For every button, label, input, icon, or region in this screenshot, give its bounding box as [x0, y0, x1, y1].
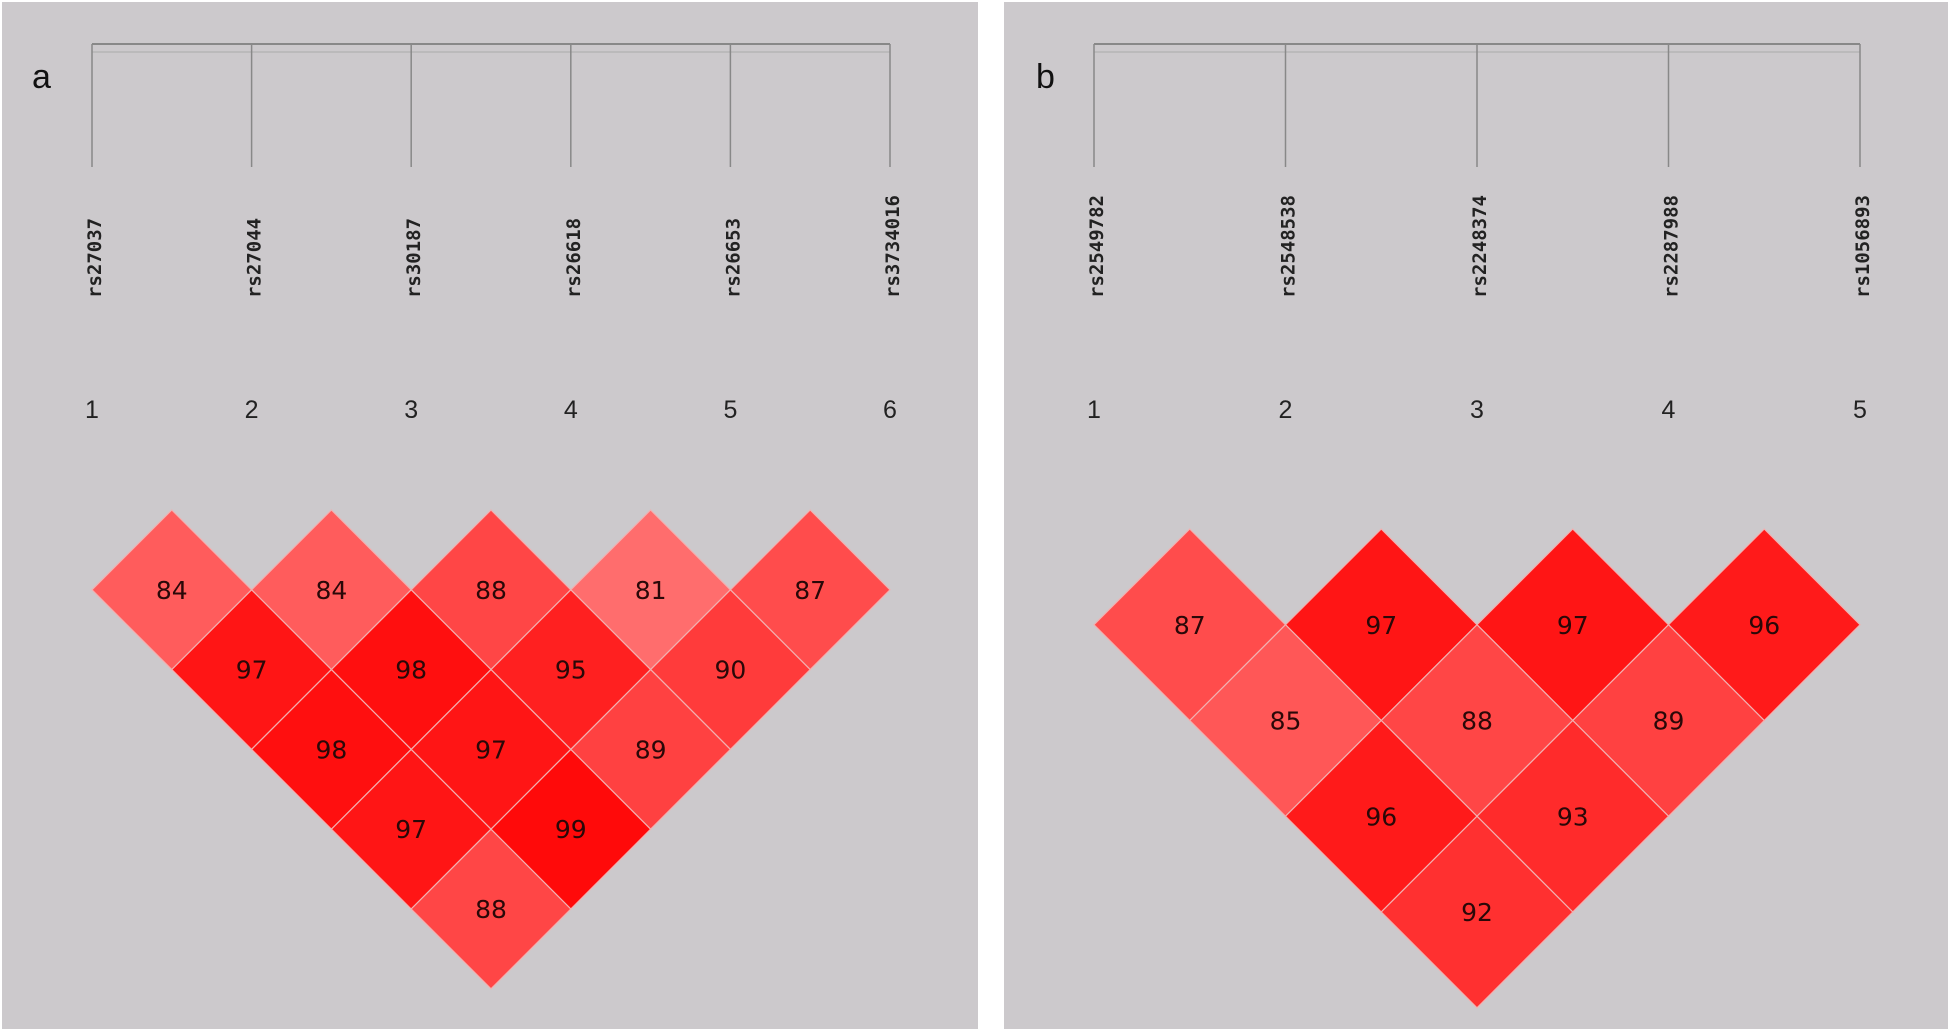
snp-name: rs2248374 — [1469, 195, 1491, 298]
snp-index: 5 — [723, 396, 737, 424]
snp-index: 4 — [564, 396, 578, 424]
snp-index: 2 — [1279, 396, 1293, 424]
ld-value: 96 — [1365, 802, 1397, 831]
ld-value: 92 — [1461, 898, 1493, 927]
ld-value: 84 — [156, 576, 188, 605]
snp-name: rs2548538 — [1278, 195, 1300, 298]
ld-value: 81 — [635, 576, 667, 605]
snp-name: rs2287988 — [1661, 195, 1683, 298]
snp-name: rs27037 — [84, 218, 106, 298]
snp-index: 4 — [1662, 396, 1676, 424]
snp-index: 2 — [245, 396, 259, 424]
snp-index: 1 — [85, 396, 99, 424]
ld-plot-a: a rs27037 1 rs27044 2 rs30187 3 rs26618 4 rs26653… — [32, 43, 904, 990]
snp-name: rs2549782 — [1086, 195, 1108, 298]
ld-value: 97 — [1557, 611, 1589, 640]
ld-value: 88 — [475, 576, 507, 605]
ld-value: 97 — [475, 735, 507, 764]
ld-value: 89 — [1653, 707, 1685, 736]
ld-value: 88 — [475, 895, 507, 924]
ld-value: 98 — [315, 735, 347, 764]
ld-value: 98 — [395, 656, 427, 685]
ld-value: 99 — [555, 815, 587, 844]
ld-cell — [1380, 815, 1574, 1009]
snp-index: 6 — [883, 396, 897, 424]
ld-value: 97 — [1365, 611, 1397, 640]
ld-plot-b: b rs2549782 1 rs2548538 2 rs2248374 3 rs2287988… — [1036, 43, 1874, 1009]
snp-name: rs3734016 — [882, 195, 904, 298]
panel-label: a — [32, 58, 51, 96]
ld-value: 87 — [1174, 611, 1206, 640]
ld-value: 97 — [395, 815, 427, 844]
ld-value: 97 — [236, 656, 268, 685]
ld-value: 96 — [1748, 611, 1780, 640]
ld-value: 87 — [794, 576, 826, 605]
ld-value: 93 — [1557, 802, 1589, 831]
ld-value: 88 — [1461, 707, 1493, 736]
snp-index: 1 — [1087, 396, 1101, 424]
ld-value: 84 — [315, 576, 347, 605]
snp-name: rs27044 — [244, 218, 266, 298]
snp-index: 3 — [1470, 396, 1484, 424]
snp-name: rs26618 — [563, 218, 585, 298]
ld-value: 90 — [714, 656, 746, 685]
snp-name: rs30187 — [403, 218, 425, 298]
snp-index: 5 — [1853, 396, 1867, 424]
ld-plot-panel-b: b rs2549782 1 rs2548538 2 rs2248374 3 rs2287988… — [1004, 2, 1948, 1029]
ld-value: 85 — [1270, 707, 1302, 736]
ld-value: 89 — [635, 735, 667, 764]
ld-cell — [410, 828, 572, 990]
snp-index: 3 — [404, 396, 418, 424]
ld-plot-panel-a: a rs27037 1 rs27044 2 rs30187 3 rs26618 4 rs26653… — [2, 2, 978, 1029]
ld-value: 95 — [555, 656, 587, 685]
snp-name: rs26653 — [722, 218, 744, 298]
panel-label: b — [1036, 58, 1055, 96]
snp-name: rs1056893 — [1852, 195, 1874, 298]
